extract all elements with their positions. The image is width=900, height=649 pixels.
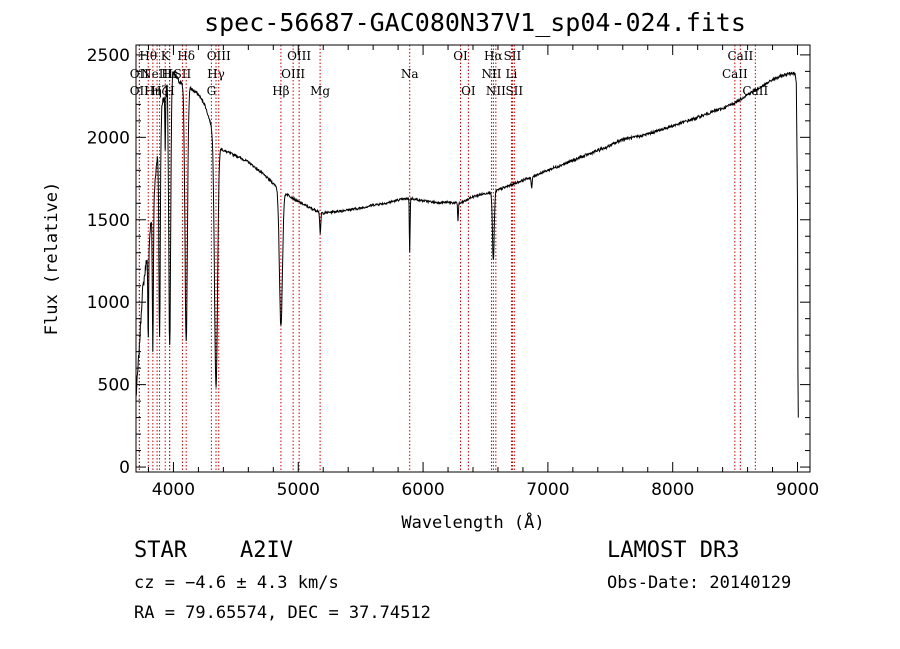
survey-name: LAMOST DR3	[607, 538, 740, 563]
line-marker-label: Hδ	[177, 49, 195, 63]
line-marker-label: CaII	[742, 84, 768, 98]
line-marker-label: OI	[453, 49, 468, 63]
y-tick-label: 1000	[87, 293, 130, 313]
x-tick-label: 4000	[152, 480, 195, 500]
line-marker-layer	[138, 45, 756, 472]
line-marker-label: SII	[504, 49, 522, 63]
y-tick-label: 2500	[87, 46, 130, 66]
x-tick-label: 8000	[651, 480, 694, 500]
line-marker-label: OIII	[287, 49, 311, 63]
line-marker-label: Mg	[310, 84, 330, 98]
object-class: STAR	[134, 538, 187, 563]
y-tick-label: 2000	[87, 128, 130, 148]
x-tick-label: 5000	[277, 480, 320, 500]
line-marker-label: Hθ	[139, 49, 157, 63]
y-tick-label: 1500	[87, 211, 130, 231]
x-tick-label: 6000	[401, 480, 444, 500]
line-marker-label: OI	[461, 84, 476, 98]
line-marker-label: SII	[505, 84, 523, 98]
y-tick-label: 0	[119, 458, 130, 478]
redshift-velocity: cz = −4.6 ± 4.3 km/s	[134, 573, 339, 593]
line-marker-label: G	[207, 84, 217, 98]
line-marker-label: Hζ	[151, 84, 168, 98]
line-marker-label: NII	[486, 84, 506, 98]
line-marker-label: Na	[401, 67, 419, 81]
line-marker-label: Li	[506, 67, 518, 81]
observation-date: Obs-Date: 20140129	[607, 573, 792, 593]
plot-frame	[135, 44, 811, 473]
line-marker-label: OII	[130, 84, 150, 98]
y-axis-title: Flux (relative)	[42, 182, 62, 336]
line-marker-label: Hη	[144, 84, 162, 98]
line-marker-label: OIII	[281, 67, 305, 81]
line-label-layer: OIIOIIHθHηNeIIIHζKHεHSIIHδGHγOIIIHβOIIIO…	[130, 49, 769, 98]
line-marker-label: NeIII	[141, 67, 173, 81]
line-marker-label: OII	[130, 67, 150, 81]
line-marker-label: K	[161, 49, 171, 63]
spectrum-layer	[135, 70, 799, 418]
axes-layer: 4000 5000 6000 7000 8000 9000 0 500 1000 1500 2000…	[42, 44, 819, 533]
line-marker-label: Hβ	[272, 84, 289, 98]
x-tick-label: 7000	[526, 480, 569, 500]
line-marker-label: CaII	[722, 67, 748, 81]
line-marker-label: NII	[481, 67, 501, 81]
x-axis-title: Wavelength (Å)	[401, 511, 544, 533]
chart-title: spec-56687-GAC080N37V1_sp04-024.fits	[204, 8, 746, 37]
ra-dec-coordinates: RA = 79.65574, DEC = 37.74512	[134, 603, 431, 623]
line-marker-label: H	[164, 84, 174, 98]
spectrum-series-line	[135, 70, 799, 418]
line-marker-label: SII	[174, 67, 192, 81]
line-marker-label: OIII	[207, 49, 231, 63]
x-tick-label: 9000	[776, 480, 819, 500]
y-tick-label: 500	[98, 376, 130, 396]
line-marker-label: Hε	[161, 67, 178, 81]
line-marker-label: Hα	[484, 49, 503, 63]
line-marker-label: Hγ	[207, 67, 225, 81]
line-marker-label: CaII	[727, 49, 753, 63]
object-subclass: A2IV	[240, 538, 293, 563]
